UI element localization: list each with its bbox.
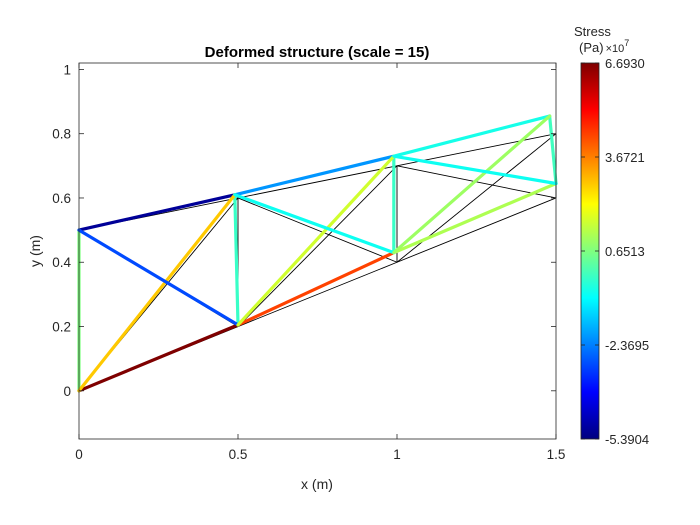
deformed-member <box>77 193 237 393</box>
y-axis-label: y (m) <box>27 235 43 267</box>
x-axis: 0 0.5 1 1.5 <box>75 63 565 462</box>
y-tick-label: 0.8 <box>52 127 71 142</box>
deformed-member <box>77 323 240 393</box>
deformed-member <box>233 193 396 255</box>
undeformed-member <box>237 261 398 327</box>
deformed-member <box>77 193 237 232</box>
colorbar-tick-label: 6.6930 <box>605 56 645 71</box>
y-tick-label: 0.4 <box>52 255 71 270</box>
y-tick-label: 0 <box>63 384 71 399</box>
colorbar-unit: (Pa) ×107 <box>579 38 629 55</box>
y-tick-label: 1 <box>63 62 71 77</box>
y-tick-label: 0.6 <box>52 191 71 206</box>
y-axis: 0 0.2 0.4 0.6 0.8 1 <box>52 62 556 399</box>
axes-box <box>78 62 557 440</box>
deformed-member <box>236 154 396 327</box>
y-tick-label: 0.2 <box>52 320 71 335</box>
deformed-member <box>392 114 552 158</box>
deformed-member <box>233 154 396 197</box>
colorbar-exponent: 7 <box>624 38 629 48</box>
x-axis-label: x (m) <box>301 476 333 492</box>
colorbar-tick-label: 0.6513 <box>605 244 645 259</box>
chart-title: Deformed structure (scale = 15) <box>205 44 430 61</box>
colorbar-tick-label: -5.3904 <box>605 432 649 447</box>
x-tick-label: 1 <box>393 447 401 462</box>
x-tick-label: 1.5 <box>547 447 566 462</box>
colorbar-tick-label: 3.6721 <box>605 150 645 165</box>
plot-area <box>79 63 556 439</box>
deformed-member <box>392 181 558 255</box>
colorbar-multiplier: ×10 <box>606 43 625 55</box>
colorbar-title: Stress <box>574 24 611 39</box>
deformed-member <box>392 114 552 255</box>
colorbar-tick-label: -2.3695 <box>605 338 649 353</box>
undeformed-member <box>237 165 398 199</box>
x-tick-label: 0.5 <box>229 447 248 462</box>
colorbar-ticks: 6.6930 3.6721 0.6513 -2.3695 -5.3904 <box>581 56 649 447</box>
undeformed-member <box>237 165 398 327</box>
deformed-member <box>236 251 396 327</box>
undeformed-member <box>237 197 398 263</box>
deformed-member <box>233 193 240 327</box>
undeformed-member <box>396 197 557 263</box>
x-tick-label: 0 <box>75 447 83 462</box>
deformed-member <box>548 114 558 186</box>
deformed-member <box>392 154 558 186</box>
deformed-member <box>77 228 240 327</box>
